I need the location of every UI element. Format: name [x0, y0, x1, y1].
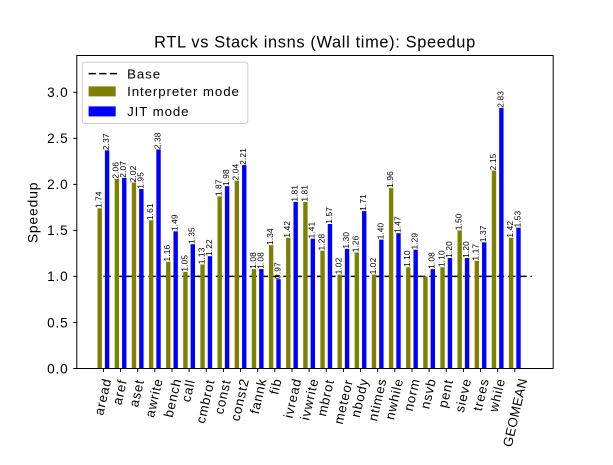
svg-text:pent: pent	[435, 378, 456, 409]
svg-text:trees: trees	[470, 377, 492, 413]
svg-text:1.81: 1.81	[290, 185, 300, 202]
svg-text:nsvb: nsvb	[417, 377, 439, 410]
svg-text:2.38: 2.38	[152, 132, 162, 149]
svg-text:1.37: 1.37	[478, 225, 488, 242]
svg-text:2.07: 2.07	[118, 161, 128, 178]
svg-text:1.74: 1.74	[94, 191, 104, 208]
svg-text:2.06: 2.06	[111, 162, 121, 179]
svg-text:1.96: 1.96	[385, 171, 395, 188]
svg-text:1.57: 1.57	[324, 207, 334, 224]
svg-text:1.10: 1.10	[402, 250, 412, 267]
svg-text:1.08: 1.08	[427, 252, 437, 269]
svg-text:1.16: 1.16	[162, 245, 172, 262]
svg-text:call: call	[178, 378, 198, 404]
svg-text:1.42: 1.42	[282, 221, 292, 238]
svg-text:0.0: 0.0	[47, 361, 68, 376]
svg-text:1.28: 1.28	[316, 233, 326, 250]
svg-text:2.0: 2.0	[47, 177, 68, 192]
svg-text:1.35: 1.35	[187, 227, 197, 244]
svg-text:1.29: 1.29	[410, 233, 420, 250]
svg-text:0.5: 0.5	[47, 315, 68, 330]
svg-text:1.81: 1.81	[299, 185, 309, 202]
svg-text:1.53: 1.53	[512, 210, 522, 227]
svg-text:1.5: 1.5	[47, 223, 68, 238]
svg-text:1.13: 1.13	[196, 247, 206, 264]
svg-text:norm: norm	[401, 377, 423, 413]
svg-text:1.34: 1.34	[265, 228, 275, 245]
svg-text:1.42: 1.42	[505, 221, 515, 238]
svg-text:2.37: 2.37	[101, 133, 111, 150]
svg-text:1.41: 1.41	[307, 222, 317, 239]
svg-text:2.83: 2.83	[495, 91, 505, 108]
svg-text:2.02: 2.02	[128, 165, 138, 182]
svg-text:RTL vs Stack insns (Wall time): RTL vs Stack insns (Wall time): Speedup	[154, 34, 476, 52]
svg-text:1.95: 1.95	[135, 172, 145, 189]
svg-text:1.20: 1.20	[461, 241, 471, 258]
svg-text:1.49: 1.49	[170, 214, 180, 231]
svg-text:1.08: 1.08	[248, 252, 258, 269]
svg-text:1.30: 1.30	[341, 232, 351, 249]
svg-text:1.0: 1.0	[47, 269, 68, 284]
svg-text:1.26: 1.26	[351, 235, 361, 252]
svg-text:2.04: 2.04	[231, 164, 241, 181]
svg-text:aref: aref	[110, 378, 130, 406]
svg-text:1.50: 1.50	[454, 213, 464, 230]
svg-text:2.21: 2.21	[238, 148, 248, 165]
svg-text:Base: Base	[127, 66, 161, 81]
svg-text:Interpreter mode: Interpreter mode	[127, 84, 240, 99]
svg-text:1.71: 1.71	[358, 194, 368, 211]
svg-text:3.0: 3.0	[47, 85, 68, 100]
svg-text:2.5: 2.5	[47, 131, 68, 146]
svg-text:Speedup: Speedup	[25, 182, 40, 244]
svg-text:0.97: 0.97	[272, 262, 282, 279]
svg-text:1.47: 1.47	[392, 216, 402, 233]
svg-text:1.02: 1.02	[334, 257, 344, 274]
svg-text:fib: fib	[266, 377, 284, 396]
svg-text:1.17: 1.17	[471, 244, 481, 261]
svg-text:1.08: 1.08	[255, 252, 265, 269]
svg-text:1.40: 1.40	[375, 222, 385, 239]
svg-text:1.10: 1.10	[436, 250, 446, 267]
svg-text:JIT mode: JIT mode	[127, 104, 189, 119]
svg-text:1.61: 1.61	[145, 203, 155, 220]
svg-text:2.15: 2.15	[488, 153, 498, 170]
svg-text:1.05: 1.05	[179, 255, 189, 272]
svg-text:1.02: 1.02	[368, 257, 378, 274]
svg-text:1.22: 1.22	[204, 239, 214, 256]
svg-text:aset: aset	[126, 378, 147, 409]
svg-text:1.20: 1.20	[444, 241, 454, 258]
svg-text:1.87: 1.87	[214, 179, 224, 196]
svg-text:1.98: 1.98	[221, 169, 231, 186]
